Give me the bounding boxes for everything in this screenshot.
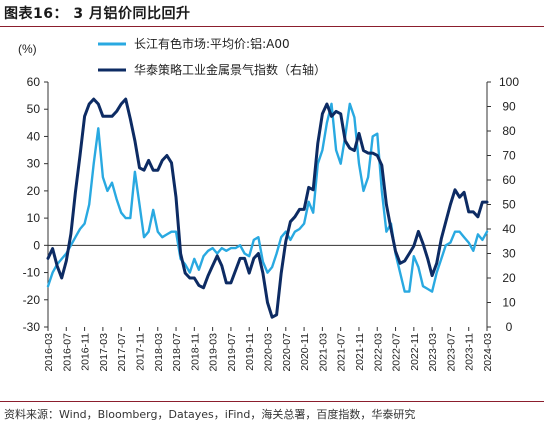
y-tick-label: 60 xyxy=(27,75,41,89)
x-tick-label: 2016-03 xyxy=(43,333,55,372)
x-tick-label: 2018-11 xyxy=(189,333,201,371)
title-divider xyxy=(0,26,544,27)
x-tick-label: 2023-07 xyxy=(445,333,457,372)
x-tick-label: 2021-07 xyxy=(336,333,348,372)
y-tick-label: 50 xyxy=(27,102,41,116)
y-tick-label: -20 xyxy=(23,293,41,307)
x-tick-label: 2023-11 xyxy=(464,333,476,371)
x-tick-label: 2017-07 xyxy=(116,333,128,372)
y-tick-label: 0 xyxy=(33,238,40,252)
x-tick-label: 2019-07 xyxy=(226,333,238,372)
y2-tick-label: 70 xyxy=(502,149,516,163)
x-tick-label: 2017-03 xyxy=(98,333,110,372)
x-tick-label: 2024-03 xyxy=(482,333,494,372)
y-tick-label: 30 xyxy=(27,157,41,171)
y2-tick-label: 0 xyxy=(506,320,513,334)
x-tick-label: 2017-11 xyxy=(134,333,146,371)
y2-tick-label: 80 xyxy=(502,124,516,138)
chart-axes xyxy=(47,82,488,327)
series-line-2 xyxy=(46,97,489,319)
x-tick-label: 2020-07 xyxy=(281,333,293,372)
y-tick-label: 20 xyxy=(27,184,41,198)
series-lines xyxy=(46,97,489,319)
series-line-1 xyxy=(46,102,489,293)
y2-tick-label: 30 xyxy=(502,247,516,261)
x-tick-label: 2023-03 xyxy=(427,333,439,372)
x-tick-label: 2021-11 xyxy=(354,333,366,371)
x-tick-label: 2016-11 xyxy=(80,333,92,371)
x-tick-label: 2019-11 xyxy=(244,333,256,371)
y2-tick-label: 40 xyxy=(502,222,516,236)
left-axis-ticks: -30 -20 -10 0 10 20 30 40 50 60 xyxy=(23,75,48,334)
legend: 长江有色市场:平均价:铝:A00 华泰策略工业金属景气指数（右轴） xyxy=(98,36,326,77)
x-tick-label: 2022-07 xyxy=(391,333,403,372)
x-tick-label: 2020-03 xyxy=(263,333,275,372)
y2-tick-label: 100 xyxy=(499,75,519,89)
x-tick-label: 2022-03 xyxy=(372,333,384,372)
x-tick-label: 2022-11 xyxy=(409,333,421,371)
x-tick-label: 2019-03 xyxy=(208,333,220,372)
y-tick-label: 40 xyxy=(27,129,41,143)
y-axis-unit: (%) xyxy=(18,42,37,56)
y2-tick-label: 50 xyxy=(502,198,516,212)
y2-tick-label: 90 xyxy=(502,100,516,114)
y-tick-label: 10 xyxy=(27,211,41,225)
x-tick-label: 2018-07 xyxy=(171,333,183,372)
y2-tick-label: 60 xyxy=(502,173,516,187)
legend-label-1: 长江有色市场:平均价:铝:A00 xyxy=(134,36,290,51)
source-note: 资料来源：Wind，Bloomberg，Datayes，iFind，海关总署，百… xyxy=(4,408,416,421)
x-tick-label: 2020-11 xyxy=(299,333,311,371)
x-tick-label: 2018-03 xyxy=(153,333,165,372)
right-axis-ticks: 0 10 20 30 40 50 60 70 80 90 100 xyxy=(487,75,519,334)
x-axis-ticks: 2016-03 2016-07 2016-11 2017-03 2017-07 2017-… xyxy=(43,327,494,372)
source-divider xyxy=(0,401,544,402)
y-tick-label: -10 xyxy=(23,266,41,280)
y2-tick-label: 20 xyxy=(502,271,516,285)
x-tick-label: 2016-07 xyxy=(61,333,73,372)
y-tick-label: -30 xyxy=(23,320,41,334)
page-title: 图表16： 3 月铝价同比回升 xyxy=(4,6,191,22)
y2-tick-label: 10 xyxy=(502,296,516,310)
legend-label-2: 华泰策略工业金属景气指数（右轴） xyxy=(134,62,326,77)
x-tick-label: 2021-03 xyxy=(317,333,329,372)
